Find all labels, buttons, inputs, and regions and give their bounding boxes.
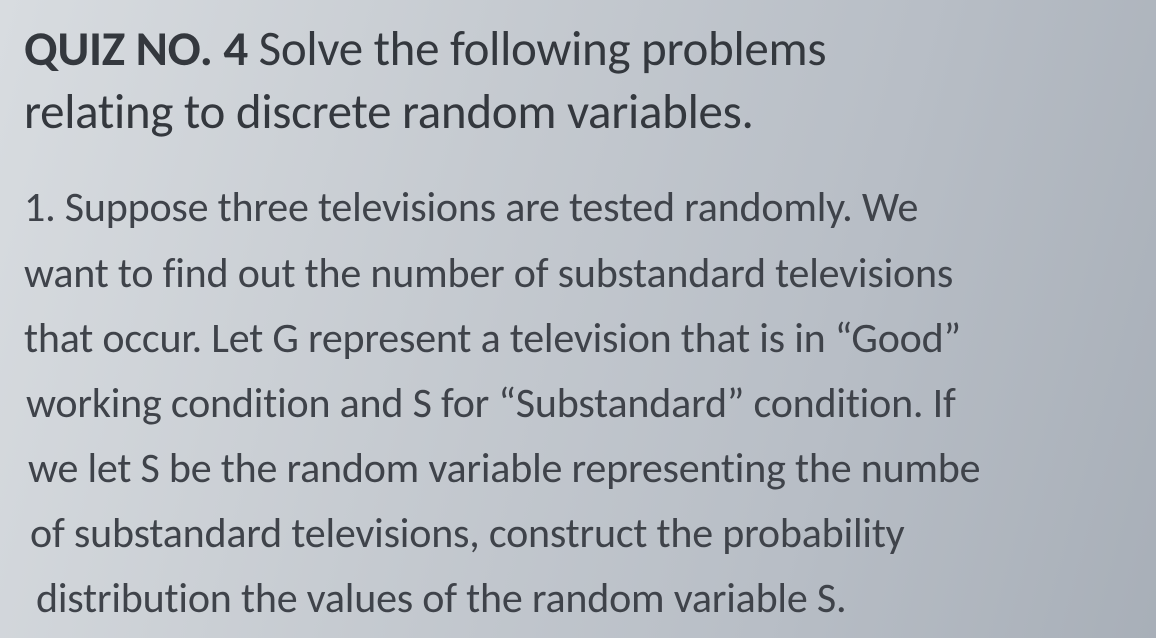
question-line: want to find out the number of substanda…: [24, 241, 1136, 306]
quiz-instruction-part2: relating to discrete random variables.: [24, 82, 754, 142]
question-line: 1. Suppose three televisions are tested …: [24, 175, 1136, 240]
question-1: 1. Suppose three televisions are tested …: [24, 175, 1136, 631]
question-line: that occur. Let G represent a television…: [24, 306, 1136, 371]
question-line: working condition and S for “Substandard…: [24, 371, 1136, 436]
question-line: of substandard televisions, construct th…: [24, 501, 1136, 566]
question-line: distribution the values of the random va…: [24, 566, 1136, 631]
quiz-heading: QUIZ NO. 4 Solve the following problems …: [24, 18, 1136, 143]
quiz-number: QUIZ NO. 4: [24, 19, 248, 79]
quiz-instruction-part1: Solve the following problems: [248, 19, 826, 79]
question-line: we let S be the random variable represen…: [24, 436, 1136, 501]
